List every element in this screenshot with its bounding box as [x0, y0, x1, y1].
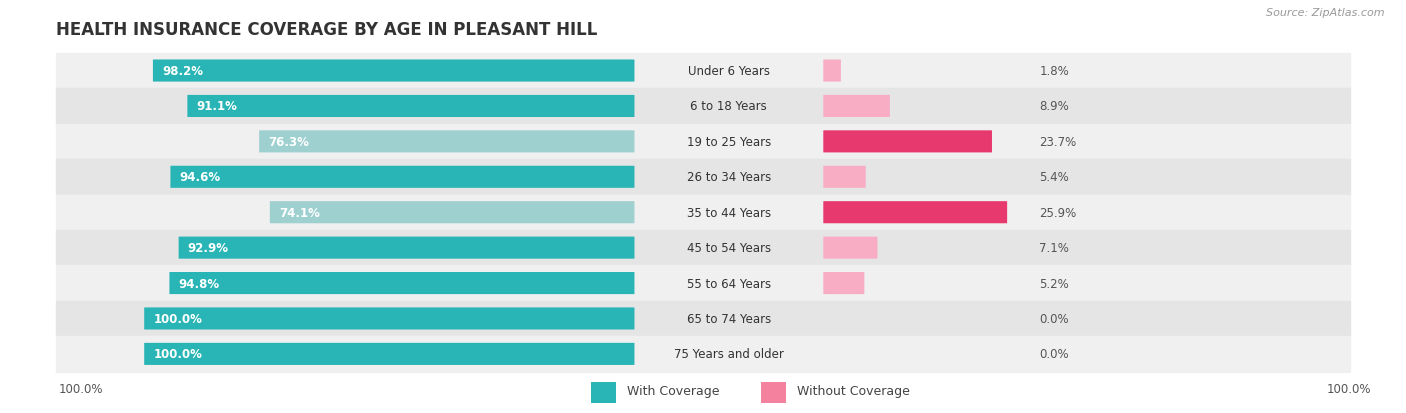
- FancyBboxPatch shape: [170, 272, 634, 294]
- Text: 76.3%: 76.3%: [269, 135, 309, 149]
- FancyBboxPatch shape: [153, 60, 634, 82]
- FancyBboxPatch shape: [824, 60, 841, 82]
- Bar: [56, 160, 1350, 195]
- FancyBboxPatch shape: [824, 202, 1007, 224]
- Bar: [761, 382, 786, 403]
- Text: 100.0%: 100.0%: [59, 382, 104, 395]
- Text: 98.2%: 98.2%: [162, 65, 202, 78]
- Text: Source: ZipAtlas.com: Source: ZipAtlas.com: [1267, 8, 1385, 19]
- Text: 65 to 74 Years: 65 to 74 Years: [686, 312, 770, 325]
- FancyBboxPatch shape: [824, 237, 877, 259]
- Text: 0.0%: 0.0%: [1039, 312, 1069, 325]
- Text: 5.4%: 5.4%: [1039, 171, 1069, 184]
- FancyBboxPatch shape: [179, 237, 634, 259]
- Text: 19 to 25 Years: 19 to 25 Years: [686, 135, 770, 149]
- Text: 35 to 44 Years: 35 to 44 Years: [686, 206, 770, 219]
- Text: 45 to 54 Years: 45 to 54 Years: [686, 242, 770, 254]
- FancyBboxPatch shape: [824, 166, 866, 188]
- FancyBboxPatch shape: [270, 202, 634, 224]
- Bar: [56, 336, 1350, 372]
- Bar: [56, 89, 1350, 124]
- Text: 100.0%: 100.0%: [153, 312, 202, 325]
- Text: 94.6%: 94.6%: [180, 171, 221, 184]
- Text: 92.9%: 92.9%: [187, 242, 229, 254]
- Text: 25.9%: 25.9%: [1039, 206, 1077, 219]
- Text: 6 to 18 Years: 6 to 18 Years: [690, 100, 768, 113]
- Text: With Coverage: With Coverage: [627, 384, 720, 397]
- Bar: [56, 54, 1350, 89]
- Text: 26 to 34 Years: 26 to 34 Years: [686, 171, 770, 184]
- Text: 55 to 64 Years: 55 to 64 Years: [686, 277, 770, 290]
- FancyBboxPatch shape: [259, 131, 634, 153]
- Text: Without Coverage: Without Coverage: [797, 384, 910, 397]
- Text: 1.8%: 1.8%: [1039, 65, 1069, 78]
- Text: 0.0%: 0.0%: [1039, 348, 1069, 361]
- FancyBboxPatch shape: [145, 343, 634, 365]
- Text: 8.9%: 8.9%: [1039, 100, 1069, 113]
- FancyBboxPatch shape: [824, 131, 993, 153]
- FancyBboxPatch shape: [824, 272, 865, 294]
- Text: 91.1%: 91.1%: [197, 100, 238, 113]
- Bar: [56, 266, 1350, 301]
- FancyBboxPatch shape: [824, 96, 890, 118]
- Bar: [56, 124, 1350, 160]
- Text: 74.1%: 74.1%: [278, 206, 319, 219]
- FancyBboxPatch shape: [187, 96, 634, 118]
- FancyBboxPatch shape: [170, 166, 634, 188]
- Text: 5.2%: 5.2%: [1039, 277, 1069, 290]
- Bar: [56, 195, 1350, 230]
- FancyBboxPatch shape: [145, 308, 634, 330]
- Text: 7.1%: 7.1%: [1039, 242, 1069, 254]
- Text: 100.0%: 100.0%: [1326, 382, 1371, 395]
- Text: 75 Years and older: 75 Years and older: [673, 348, 783, 361]
- Text: HEALTH INSURANCE COVERAGE BY AGE IN PLEASANT HILL: HEALTH INSURANCE COVERAGE BY AGE IN PLEA…: [56, 21, 598, 38]
- Bar: [56, 230, 1350, 266]
- Bar: [591, 382, 616, 403]
- Text: Under 6 Years: Under 6 Years: [688, 65, 770, 78]
- Bar: [56, 301, 1350, 336]
- Text: 23.7%: 23.7%: [1039, 135, 1077, 149]
- Text: 100.0%: 100.0%: [153, 348, 202, 361]
- Text: 94.8%: 94.8%: [179, 277, 219, 290]
